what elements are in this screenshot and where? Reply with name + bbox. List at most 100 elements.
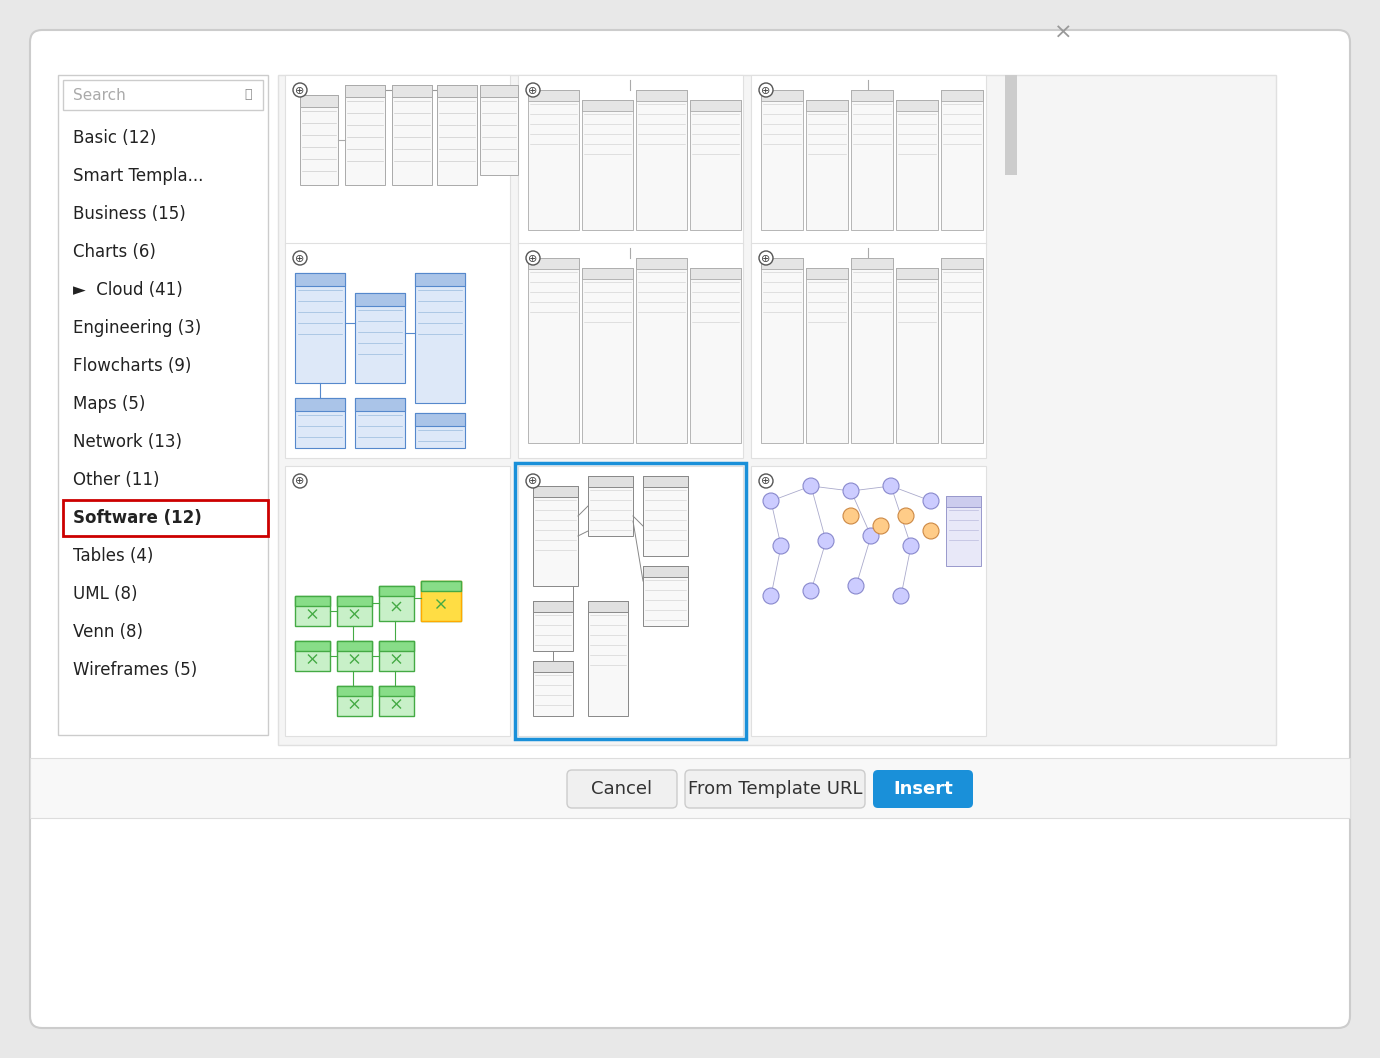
Bar — [751, 75, 985, 245]
Bar — [690, 101, 741, 111]
Bar — [690, 101, 741, 230]
Text: Business (15): Business (15) — [73, 205, 186, 223]
Text: Flowcharts (9): Flowcharts (9) — [73, 357, 192, 375]
Text: ⊕: ⊕ — [529, 476, 538, 487]
Bar — [421, 581, 461, 591]
Bar — [345, 85, 385, 185]
Bar — [392, 85, 432, 185]
Bar — [896, 268, 938, 279]
Bar — [760, 90, 803, 230]
Bar — [529, 90, 580, 101]
Bar — [941, 90, 983, 101]
Circle shape — [293, 83, 306, 97]
Text: ⊕: ⊕ — [295, 86, 305, 95]
Text: Smart Templa...: Smart Templa... — [73, 167, 203, 185]
Text: Wireframes (5): Wireframes (5) — [73, 661, 197, 679]
Bar — [286, 75, 511, 245]
Bar — [896, 268, 938, 443]
Bar — [947, 496, 981, 566]
Bar — [760, 90, 803, 101]
Bar — [588, 476, 633, 487]
Bar — [286, 243, 511, 458]
Bar — [480, 85, 518, 175]
Bar — [337, 596, 373, 606]
Bar — [588, 601, 628, 612]
Bar — [636, 90, 687, 101]
Bar — [851, 258, 893, 443]
Bar — [295, 398, 345, 448]
Bar — [355, 398, 404, 411]
Circle shape — [526, 83, 540, 97]
Text: ×: × — [1054, 23, 1072, 43]
Bar — [58, 75, 268, 735]
Circle shape — [893, 588, 909, 604]
Text: Basic (12): Basic (12) — [73, 129, 156, 147]
Bar — [355, 293, 404, 306]
Bar — [518, 75, 742, 245]
Circle shape — [803, 478, 818, 494]
Text: Insert: Insert — [893, 780, 952, 798]
Bar — [355, 293, 404, 383]
Bar — [337, 641, 373, 671]
Bar — [529, 90, 580, 230]
Text: Other (11): Other (11) — [73, 471, 160, 489]
Circle shape — [862, 528, 879, 544]
Circle shape — [293, 474, 306, 488]
Circle shape — [759, 474, 773, 488]
Bar — [415, 273, 465, 403]
Circle shape — [773, 539, 789, 554]
Text: Tables (4): Tables (4) — [73, 547, 153, 565]
Circle shape — [526, 251, 540, 264]
Text: Maps (5): Maps (5) — [73, 395, 145, 413]
Bar — [947, 496, 981, 507]
Bar — [806, 101, 847, 230]
Bar — [337, 686, 373, 696]
Bar — [588, 476, 633, 536]
Circle shape — [759, 251, 773, 264]
Bar — [690, 268, 741, 443]
Bar — [643, 566, 689, 626]
Bar — [588, 601, 628, 716]
Bar — [896, 101, 938, 230]
Bar — [437, 85, 477, 185]
Bar — [851, 258, 893, 269]
Bar — [643, 476, 689, 487]
Bar — [533, 486, 578, 497]
Circle shape — [843, 508, 858, 524]
Text: ⊕: ⊕ — [762, 476, 770, 487]
Circle shape — [923, 493, 938, 509]
Bar — [380, 586, 414, 596]
Bar — [415, 413, 465, 448]
Text: Software (12): Software (12) — [73, 509, 201, 527]
Bar — [518, 243, 742, 458]
Circle shape — [818, 533, 834, 549]
Text: Charts (6): Charts (6) — [73, 243, 156, 261]
FancyBboxPatch shape — [874, 770, 973, 808]
Bar — [896, 101, 938, 111]
Bar — [295, 596, 330, 606]
Text: UML (8): UML (8) — [73, 585, 138, 603]
Bar — [415, 413, 465, 426]
Bar — [295, 273, 345, 383]
Circle shape — [803, 583, 818, 599]
Text: ►  Cloud (41): ► Cloud (41) — [73, 281, 182, 299]
Text: Search: Search — [73, 88, 126, 103]
Bar — [851, 90, 893, 101]
Bar — [421, 581, 461, 621]
Bar — [337, 596, 373, 626]
Bar — [643, 476, 689, 557]
Text: ⊕: ⊕ — [529, 86, 538, 95]
Text: Venn (8): Venn (8) — [73, 623, 144, 641]
Text: ⊕: ⊕ — [762, 86, 770, 95]
Bar — [582, 268, 633, 443]
Bar — [421, 581, 461, 621]
Bar — [806, 268, 847, 443]
FancyBboxPatch shape — [684, 770, 865, 808]
Bar — [751, 243, 985, 458]
Text: ⊕: ⊕ — [529, 254, 538, 263]
Bar — [760, 258, 803, 443]
Circle shape — [898, 508, 914, 524]
Text: ⊕: ⊕ — [295, 476, 305, 487]
Bar — [392, 85, 432, 97]
Bar — [299, 95, 338, 107]
